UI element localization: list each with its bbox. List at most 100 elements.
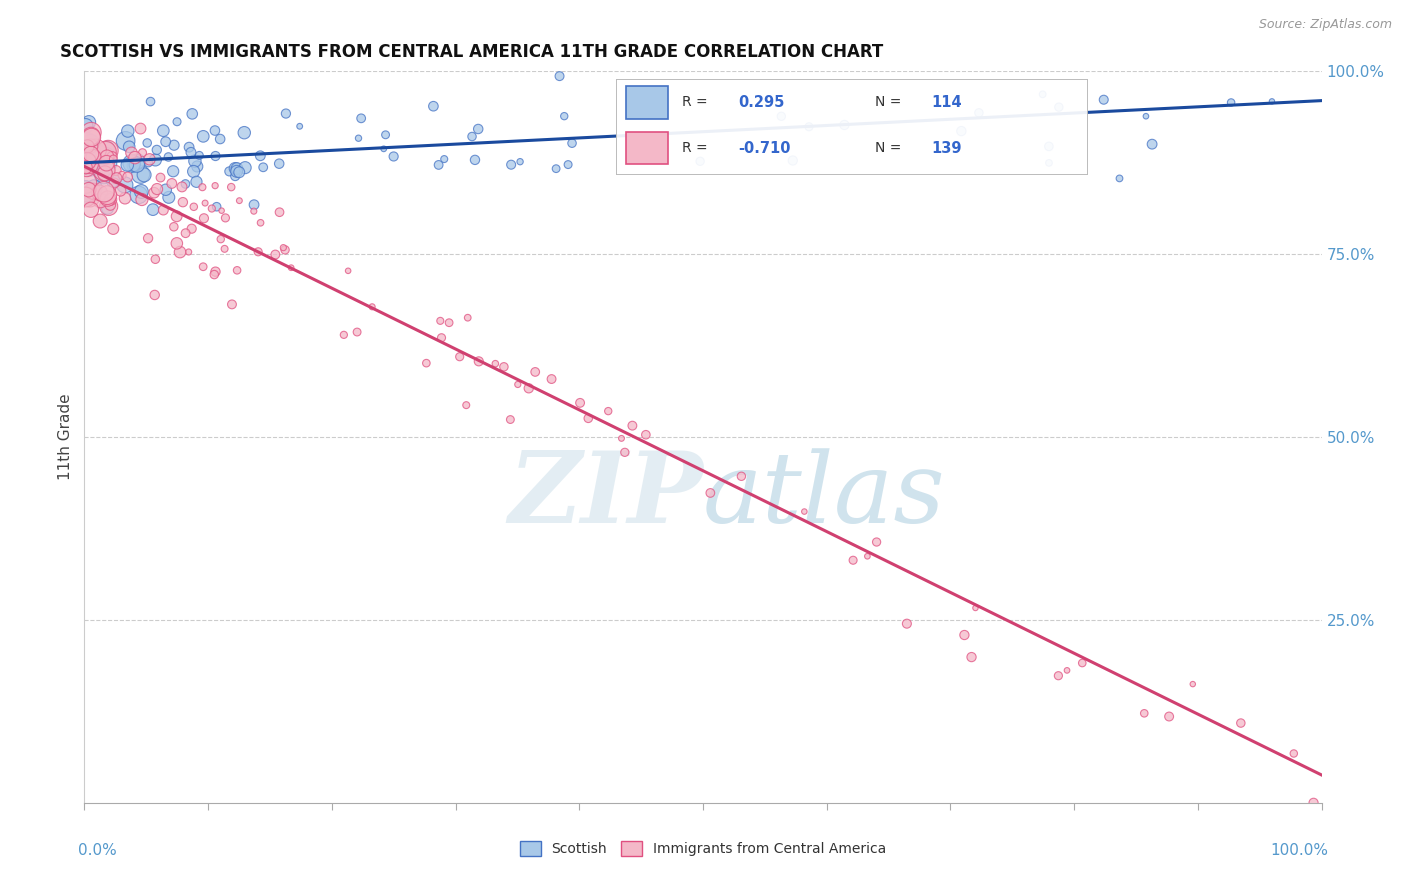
Point <box>770 109 793 123</box>
Point <box>1302 796 1324 810</box>
Point <box>96 188 118 202</box>
Point <box>143 288 166 302</box>
Point <box>145 153 167 167</box>
Point <box>274 243 297 257</box>
Point <box>111 169 134 183</box>
Point <box>569 396 592 410</box>
Point <box>834 118 856 132</box>
Point <box>484 357 506 371</box>
Point <box>457 310 479 325</box>
Point <box>422 99 444 113</box>
Point <box>1047 669 1070 683</box>
Point <box>157 150 180 164</box>
Point <box>75 160 97 174</box>
Point <box>155 135 177 149</box>
Point <box>214 211 236 225</box>
Point <box>75 158 97 172</box>
Point <box>117 169 139 184</box>
Point <box>76 139 98 153</box>
Point <box>243 204 266 219</box>
Point <box>131 193 153 207</box>
Point <box>186 160 208 174</box>
Point <box>177 244 200 259</box>
Point <box>347 131 370 145</box>
Point <box>288 120 311 134</box>
Point <box>131 185 153 199</box>
Point <box>464 153 486 167</box>
Point <box>610 431 633 445</box>
Point <box>183 200 205 214</box>
Point <box>75 190 97 204</box>
Point <box>129 167 152 181</box>
Point <box>243 198 266 212</box>
Point <box>965 601 987 615</box>
Point <box>967 105 990 120</box>
Point <box>191 180 214 194</box>
Point <box>100 192 122 206</box>
Point <box>274 106 297 120</box>
Point <box>468 354 491 368</box>
Point <box>1230 716 1253 731</box>
Point <box>80 125 103 139</box>
Point <box>83 150 105 164</box>
Point <box>143 186 166 200</box>
Point <box>80 139 103 153</box>
Point <box>89 194 111 208</box>
Point <box>75 119 97 133</box>
Point <box>226 161 249 176</box>
Point <box>204 265 226 279</box>
Point <box>124 151 146 165</box>
Point <box>699 486 721 500</box>
Point <box>114 191 136 205</box>
Point <box>76 161 98 176</box>
Point <box>91 147 114 161</box>
Point <box>142 202 165 217</box>
Point <box>429 314 451 328</box>
Point <box>110 184 132 198</box>
Legend: Scottish, Immigrants from Central America: Scottish, Immigrants from Central Americ… <box>515 836 891 862</box>
Point <box>93 163 115 178</box>
Point <box>634 427 657 442</box>
Point <box>449 350 471 364</box>
Point <box>96 156 118 170</box>
Point <box>557 158 579 172</box>
Point <box>1108 171 1130 186</box>
Point <box>202 268 225 282</box>
Point <box>492 359 515 374</box>
Point <box>80 202 103 217</box>
Point <box>501 158 523 172</box>
Point <box>960 650 983 665</box>
Point <box>101 150 124 164</box>
Point <box>75 157 97 171</box>
Point <box>561 136 583 151</box>
Point <box>166 114 188 128</box>
Point <box>233 126 256 140</box>
Point <box>105 163 128 178</box>
Point <box>83 180 105 194</box>
Point <box>204 178 226 193</box>
Point <box>613 445 636 459</box>
Point <box>228 194 250 208</box>
Point <box>437 316 460 330</box>
Point <box>93 167 115 181</box>
Point <box>224 169 246 183</box>
Point <box>1220 95 1243 110</box>
Point <box>76 135 98 149</box>
Point <box>689 154 711 169</box>
Point <box>793 504 815 518</box>
Point <box>100 156 122 170</box>
Point <box>209 232 232 246</box>
Point <box>193 129 215 144</box>
Point <box>132 168 155 182</box>
Point <box>467 122 489 136</box>
Point <box>184 154 207 169</box>
Point <box>382 149 405 163</box>
Point <box>1092 93 1115 107</box>
Point <box>174 226 197 240</box>
Point <box>204 123 226 137</box>
Point <box>247 244 270 259</box>
Text: Source: ZipAtlas.com: Source: ZipAtlas.com <box>1258 18 1392 31</box>
Text: atlas: atlas <box>703 448 946 543</box>
Point <box>273 241 295 255</box>
Point <box>103 152 125 166</box>
